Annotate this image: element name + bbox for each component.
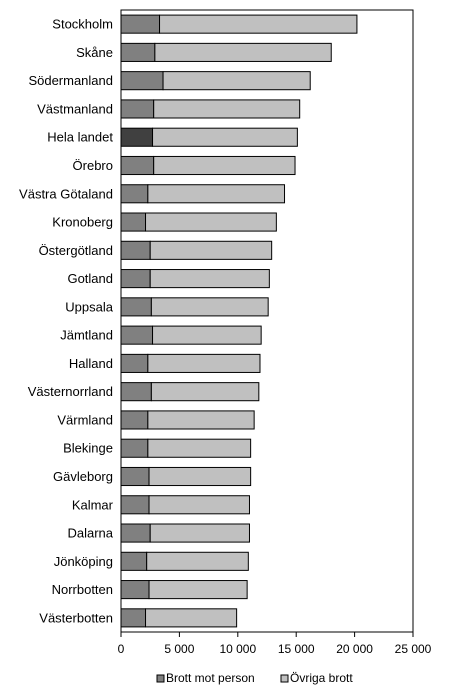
category-label-vasternorrland: Västernorrland (28, 384, 113, 399)
category-labels: Stockholm Skåne Södermanland Västmanland Hel… (19, 17, 114, 626)
bar-brott-mot-person-vastmanland (120, 99, 155, 119)
legend: Brott mot person Övriga brott (156, 671, 353, 685)
bar-brott-mot-person-kronoberg (120, 212, 147, 232)
legend-swatch-brott-mot-person (156, 674, 165, 683)
category-label-gavleborg: Gävleborg (53, 469, 113, 484)
bar-brott-mot-person-dalarna (120, 523, 151, 543)
bar-brott-mot-person-ostergotland (120, 240, 151, 260)
category-label-jonkoping: Jönköping (54, 554, 113, 569)
category-label-kalmar: Kalmar (72, 497, 114, 512)
bar-brott-mot-person-hela-landet (120, 127, 154, 147)
bar-brott-mot-person-stockholm (120, 14, 161, 34)
bar-ovriga-brott-ostergotland (149, 240, 273, 260)
category-label-jamtland: Jämtland (60, 328, 113, 343)
bar-brott-mot-person-jamtland (120, 325, 154, 345)
category-label-norrbotten: Norrbotten (52, 582, 113, 597)
bar-ovriga-brott-gavleborg (148, 466, 252, 487)
bar-ovriga-brott-halland (147, 353, 261, 373)
category-label-vastmanland: Västmanland (37, 101, 113, 116)
bar-ovriga-brott-kalmar (148, 495, 250, 515)
category-label-kronoberg: Kronoberg (52, 215, 113, 230)
category-label-gotland: Gotland (67, 271, 113, 286)
bar-brott-mot-person-vasterbotten (120, 608, 147, 628)
x-tick-label-4: 20 000 (336, 642, 373, 656)
bar-brott-mot-person-uppsala (120, 297, 152, 317)
bar-ovriga-brott-hela-landet (152, 127, 298, 147)
x-tick-label-2: 10 000 (219, 642, 256, 656)
bar-brott-mot-person-gotland (120, 269, 151, 289)
legend-label-ovriga-brott: Övriga brott (290, 671, 353, 685)
category-label-uppsala: Uppsala (65, 299, 113, 314)
category-label-halland: Halland (69, 356, 113, 371)
bar-ovriga-brott-vasterbotten (145, 608, 238, 628)
bar-brott-mot-person-halland (120, 353, 149, 373)
bar-ovriga-brott-vasternorrland (150, 382, 260, 402)
bar-ovriga-brott-dalarna (149, 523, 250, 543)
bar-brott-mot-person-vastra-gotaland (120, 184, 149, 204)
category-label-ostergotland: Östergötland (39, 243, 113, 258)
x-axis: 0 5 000 10 000 15 000 20 000 25 000 (118, 632, 432, 656)
bar-ovriga-brott-jamtland (152, 325, 262, 345)
category-label-stockholm: Stockholm (52, 17, 113, 32)
category-label-skane: Skåne (76, 45, 113, 60)
bar-ovriga-brott-gotland (149, 269, 270, 289)
bar-brott-mot-person-orebro (120, 155, 155, 176)
bar-brott-mot-person-kalmar (120, 495, 150, 515)
category-label-varmland: Värmland (57, 412, 113, 427)
category-label-dalarna: Dalarna (67, 526, 113, 541)
bar-ovriga-brott-kronoberg (145, 212, 277, 232)
category-label-blekinge: Blekinge (63, 441, 113, 456)
legend-label-brott-mot-person: Brott mot person (166, 671, 255, 685)
category-label-hela-landet: Hela landet (47, 130, 113, 145)
category-label-vasterbotten: Västerbotten (39, 610, 113, 625)
bar-brott-mot-person-varmland (120, 410, 149, 430)
bar-ovriga-brott-vastra-gotaland (147, 184, 286, 204)
category-label-sodermanland: Södermanland (28, 73, 113, 88)
legend-swatch-ovriga-brott (280, 674, 289, 683)
category-label-vastra-gotaland: Västra Götaland (19, 186, 113, 201)
bar-brott-mot-person-gavleborg (120, 466, 150, 487)
bar-brott-mot-person-blekinge (120, 438, 149, 458)
bar-ovriga-brott-jonkoping (146, 551, 249, 571)
bar-ovriga-brott-skane (154, 42, 332, 62)
bar-brott-mot-person-sodermanland (120, 71, 164, 91)
bar-ovriga-brott-varmland (147, 410, 255, 430)
bar-ovriga-brott-blekinge (147, 438, 252, 458)
x-tick-label-1: 5 000 (164, 642, 194, 656)
bar-ovriga-brott-vastmanland (153, 99, 301, 119)
bars-group (120, 14, 358, 628)
bar-ovriga-brott-orebro (153, 155, 296, 176)
bar-ovriga-brott-uppsala (150, 297, 269, 317)
x-tick-label-3: 15 000 (278, 642, 315, 656)
bar-brott-mot-person-skane (120, 42, 156, 62)
bar-ovriga-brott-sodermanland (162, 71, 311, 91)
category-label-orebro: Örebro (73, 158, 113, 173)
x-tick-label-5: 25 000 (395, 642, 432, 656)
bar-brott-mot-person-norrbotten (120, 580, 150, 600)
bar-ovriga-brott-stockholm (159, 14, 358, 34)
bar-brott-mot-person-vasternorrland (120, 382, 152, 402)
plot-area-frame (120, 9, 414, 633)
bar-brott-mot-person-jonkoping (120, 551, 148, 571)
bar-ovriga-brott-norrbotten (148, 580, 248, 600)
x-tick-label-0: 0 (118, 642, 125, 656)
